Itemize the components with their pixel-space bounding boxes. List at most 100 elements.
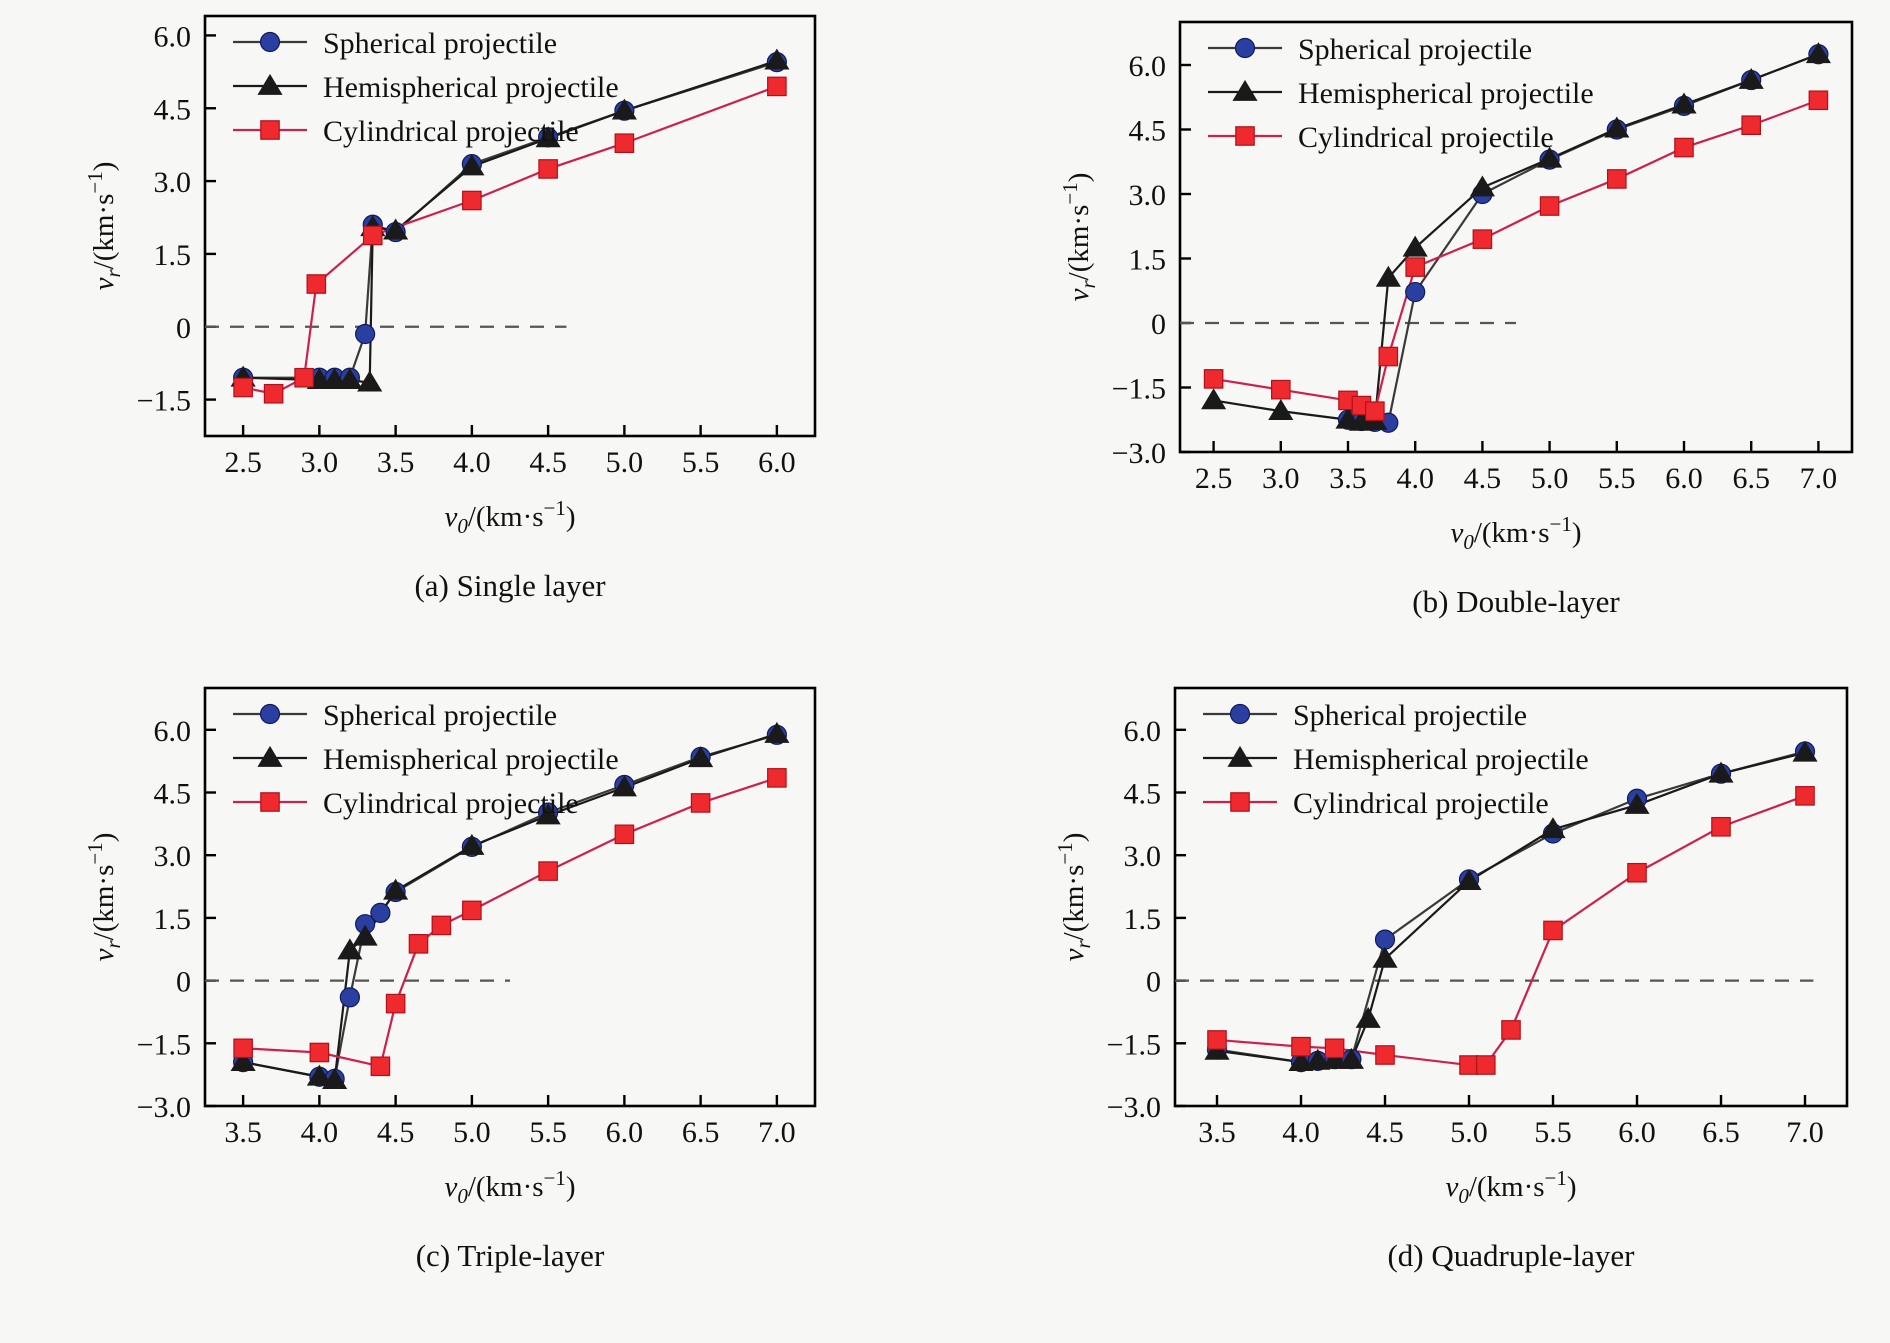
y-tick-label: 6.0 — [154, 20, 192, 53]
data-point-marker — [459, 833, 485, 855]
x-tick-label: 6.0 — [606, 1116, 644, 1149]
chart-panel-d: 3.5 4.0 4.5 5.0 5.5 6.0 6.5 7.0 −3.0 −1.5 0 1.5 3.0 4… — [960, 672, 1890, 1343]
data-point-marker — [1402, 235, 1428, 257]
x-tick-label: 3.5 — [224, 1116, 262, 1149]
x-tick-label: 4.0 — [1396, 462, 1434, 495]
chart-panel-b: 2.5 3.0 3.5 4.0 4.5 5.0 5.5 6.0 6.5 7.0 −3.0 −1.5 0 1… — [960, 0, 1890, 672]
data-point-marker — [1207, 1030, 1227, 1050]
x-tick-label: 2.5 — [224, 446, 262, 479]
y-tick-label: 0 — [1146, 966, 1161, 999]
panel-caption-b: (b) Double-layer — [1412, 584, 1620, 619]
data-point-marker — [370, 1056, 391, 1077]
legend-label-hemispherical: Hemispherical projectile — [323, 743, 619, 776]
data-point-marker — [257, 73, 283, 95]
legend-label-cylindrical: Cylindrical projectile — [323, 787, 579, 820]
x-tick-label: 6.0 — [1665, 462, 1703, 495]
legend-label-spherical: Spherical projectile — [323, 699, 557, 732]
y-tick-label: −1.5 — [137, 385, 191, 418]
data-point-marker — [233, 377, 253, 398]
data-point-marker — [767, 768, 787, 788]
data-point-marker — [1456, 869, 1482, 890]
x-tick-label: 3.0 — [1262, 462, 1300, 495]
data-point-marker — [767, 76, 787, 97]
data-point-marker — [352, 924, 378, 946]
y-tick-label: 4.5 — [154, 93, 192, 126]
series-line-spherical — [243, 61, 778, 379]
panel-caption-c: (c) Triple-layer — [416, 1238, 605, 1273]
data-point-marker — [1372, 946, 1398, 968]
y-tick-label: 6.0 — [1129, 50, 1167, 83]
data-point-marker — [1375, 1045, 1395, 1065]
data-point-marker — [322, 368, 348, 390]
series-markers-cylindrical — [233, 76, 787, 404]
data-point-marker — [1501, 1020, 1521, 1040]
y-axis-title: vr/(km·s−1) — [83, 833, 125, 962]
series-markers-cylindrical — [1203, 90, 1829, 421]
series-group — [1201, 42, 1831, 433]
x-tick-label: 2.5 — [1195, 462, 1233, 495]
data-point-marker — [1738, 67, 1764, 89]
x-tick-label: 4.0 — [453, 446, 491, 479]
x-tick-label: 7.0 — [758, 1116, 796, 1149]
data-point-marker — [263, 383, 284, 404]
data-point-marker — [1203, 369, 1224, 389]
data-point-marker — [1472, 229, 1493, 249]
data-point-marker — [1230, 792, 1250, 812]
data-point-marker — [306, 1064, 332, 1086]
data-point-marker — [1711, 816, 1731, 837]
data-point-marker — [1459, 1055, 1479, 1075]
data-point-marker — [764, 48, 790, 70]
data-point-marker — [538, 159, 558, 179]
series-markers-hemispherical — [230, 721, 790, 1089]
data-point-marker — [1708, 761, 1734, 783]
data-point-marker — [1338, 1047, 1364, 1069]
x-axis-title: v0/(km·s−1) — [1445, 1166, 1576, 1208]
y-tick-label: 6.0 — [1124, 715, 1162, 748]
data-point-marker — [362, 225, 383, 246]
data-point-marker — [1604, 116, 1630, 138]
data-point-marker — [1627, 862, 1647, 883]
series-line-hemispherical — [242, 732, 778, 1082]
x-tick-label: 4.5 — [1464, 462, 1502, 495]
series-line-cylindrical — [243, 776, 778, 1068]
y-tick-label: −1.5 — [1112, 373, 1166, 406]
y-tick-label: −3.0 — [1112, 437, 1166, 470]
data-point-marker — [1540, 817, 1566, 839]
x-tick-label: 6.5 — [1732, 462, 1770, 495]
data-point-marker — [1539, 196, 1560, 216]
data-point-marker — [535, 803, 561, 825]
data-point-marker — [764, 721, 790, 743]
x-tick-label: 4.0 — [301, 1116, 339, 1149]
legend-label-cylindrical: Cylindrical projectile — [1293, 787, 1549, 820]
x-tick-label: 4.5 — [529, 446, 567, 479]
data-point-marker — [1795, 786, 1815, 806]
y-tick-label: 3.0 — [1124, 840, 1162, 873]
series-group — [230, 721, 790, 1089]
data-point-marker — [383, 878, 409, 900]
data-point-marker — [1235, 126, 1255, 146]
series-markers-spherical — [233, 724, 787, 1089]
x-tick-label: 5.5 — [1598, 462, 1636, 495]
data-point-marker — [322, 1067, 348, 1089]
legend: Spherical projectile Hemispherical projec… — [1208, 33, 1594, 154]
plot-frame — [1173, 686, 1849, 1108]
data-point-marker — [1268, 399, 1294, 421]
data-point-marker — [260, 792, 280, 812]
data-point-marker — [1324, 1038, 1345, 1059]
data-point-marker — [611, 775, 637, 797]
chart-panel-c: 3.5 4.0 4.5 5.0 5.5 6.0 6.5 7.0 −3.0 −1.5 0 1.5 3.0 4… — [0, 672, 850, 1343]
data-point-marker — [535, 126, 561, 148]
data-point-marker — [1374, 929, 1396, 950]
panel-caption-d: (d) Quadruple-layer — [1387, 1238, 1635, 1273]
plot-frame — [203, 14, 817, 438]
data-point-marker — [1741, 115, 1761, 135]
x-axis: 3.5 4.0 4.5 5.0 5.5 6.0 6.5 7.0 — [224, 1095, 796, 1149]
data-point-marker — [337, 938, 363, 960]
series-markers-cylindrical — [233, 768, 787, 1077]
y-tick-label: 1.5 — [154, 903, 192, 936]
y-tick-label: 3.0 — [154, 166, 192, 199]
x-tick-label: 3.0 — [301, 446, 339, 479]
legend-label-hemispherical: Hemispherical projectile — [1293, 743, 1589, 776]
x-tick-label: 3.5 — [377, 446, 415, 479]
y-tick-label: −3.0 — [137, 1091, 191, 1124]
